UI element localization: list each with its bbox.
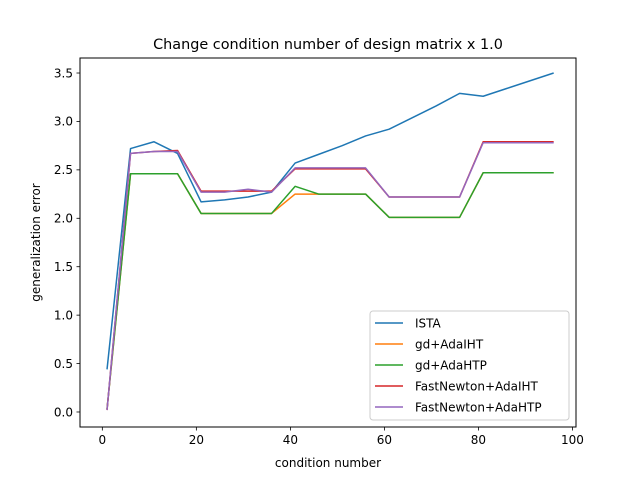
legend-label: FastNewton+AdaHTP (415, 400, 542, 414)
series-line-fastnewton-adahtp (106, 141, 554, 411)
y-tick-label: 1.5 (54, 260, 73, 274)
plot-frame (79, 57, 577, 428)
chart-title: Change condition number of design matrix… (153, 37, 503, 53)
x-tick-label: 100 (561, 433, 584, 447)
y-tick-label: 3.5 (54, 66, 73, 80)
legend-label: FastNewton+AdaIHT (415, 379, 539, 393)
legend-label: gd+AdaHTP (415, 358, 487, 372)
x-axis-label: condition number (275, 456, 381, 470)
y-tick-label: 1.0 (54, 308, 73, 322)
series-line-ista (106, 72, 554, 370)
x-tick-label: 20 (189, 433, 204, 447)
series-layer (106, 72, 554, 411)
y-tick-label: 3.0 (54, 115, 73, 129)
axes-layer: 0 20 40 60 80 100 0.0 0.5 1.0 1.5 2.0 2.5 3.0 3.5 (54, 66, 584, 447)
x-tick-label: 0 (99, 433, 107, 447)
series-line-gd-adahtp (106, 172, 554, 410)
y-tick-label: 2.0 (54, 212, 73, 226)
y-tick-label: 0.5 (54, 357, 73, 371)
legend-label: ISTA (415, 316, 442, 330)
legend-box (369, 310, 570, 421)
y-tick-label: 0.0 (54, 405, 73, 419)
x-tick-label: 40 (283, 433, 298, 447)
legend-label: gd+AdaIHT (415, 337, 484, 351)
legend: ISTA gd+AdaIHT gd+AdaHTP FastNewton+AdaIHT F… (369, 310, 570, 421)
y-axis-label: generalization error (29, 183, 43, 302)
y-tick-label: 2.5 (54, 163, 73, 177)
x-tick-label: 80 (471, 433, 486, 447)
x-tick-label: 60 (377, 433, 392, 447)
